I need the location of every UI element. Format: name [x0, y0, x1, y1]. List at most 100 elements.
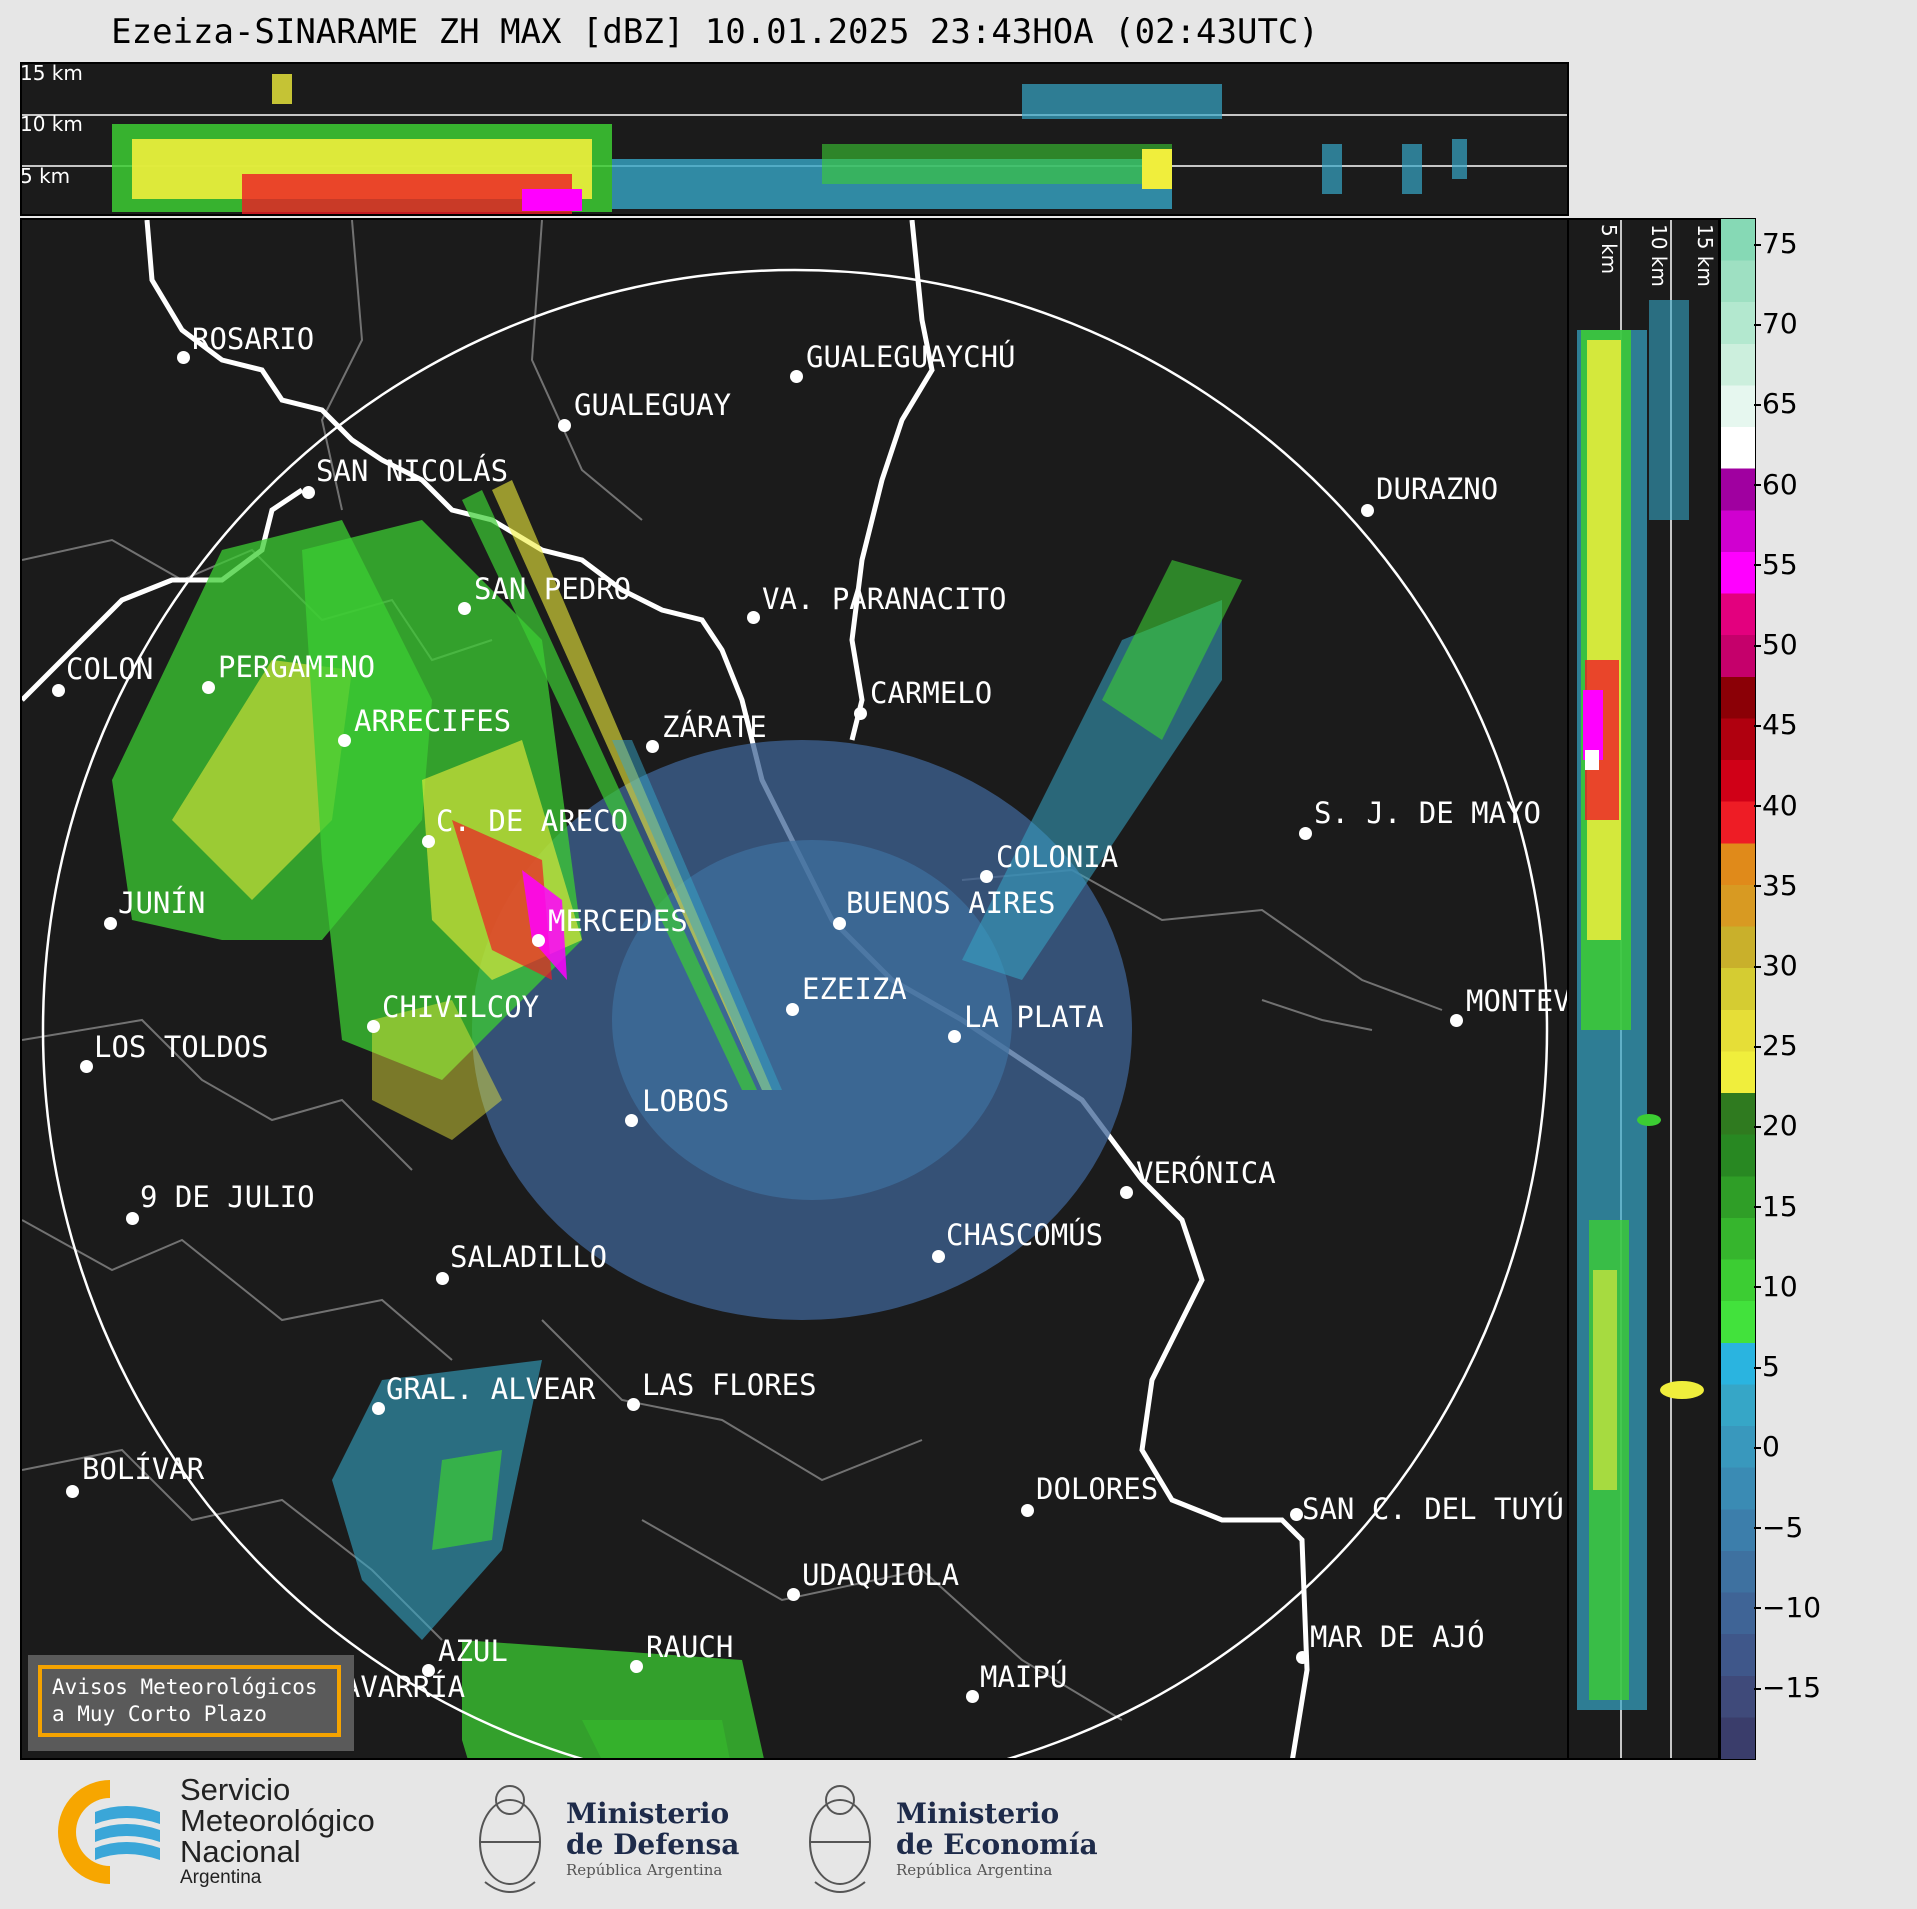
city-gral-alvear: GRAL. ALVEAR [386, 1372, 596, 1406]
defensa-line-1: Ministerio [566, 1797, 730, 1830]
city-chivilcoy: CHIVILCOY [382, 990, 540, 1024]
city-montev: MONTEV [1466, 984, 1569, 1018]
colorbar-tick-label: 55 [1754, 547, 1798, 581]
defensa-line-2: de Defensa [566, 1828, 740, 1861]
colorbar-tick-label: 0 [1754, 1430, 1780, 1464]
city-dot-rauch [630, 1660, 643, 1673]
colorbar-tick-label: 25 [1754, 1029, 1798, 1063]
top-height-label-10: 10 km [20, 112, 83, 136]
defensa-line-3: República Argentina [566, 1861, 723, 1879]
city-maipu: MAIPÚ [980, 1660, 1068, 1694]
side-height-profile: 5 km 10 km 15 km [1569, 218, 1720, 1760]
city-dot-chascomus [932, 1250, 945, 1263]
city-lobos: LOBOS [642, 1084, 730, 1118]
logos-graphic [58, 1780, 871, 1893]
city-gualeguay: GUALEGUAY [574, 388, 732, 422]
economia-line-2: de Economía [896, 1828, 1098, 1861]
city-los-toldos: LOS TOLDOS [94, 1030, 269, 1064]
city-ezeiza: EZEIZA [802, 972, 907, 1006]
city-dot-chivilcoy [367, 1020, 380, 1033]
city-dolores: DOLORES [1036, 1472, 1159, 1506]
economia-coat-of-arms-icon [809, 1785, 871, 1893]
city-junin: JUNÍN [118, 886, 206, 920]
city-dot-bolivar [66, 1485, 79, 1498]
colorbar-tick-label: 20 [1754, 1109, 1798, 1143]
city-dot-azul [422, 1664, 435, 1677]
city-dot-mercedes [532, 934, 545, 947]
city-veronica: VERÓNICA [1136, 1156, 1276, 1190]
top-height-label-5: 5 km [20, 164, 71, 188]
city-dot-buenos-aires [833, 917, 846, 930]
city-dot-gral-alvear [372, 1402, 385, 1415]
city-san-c-del-tuyu: SAN C. DEL TUYÚ [1302, 1492, 1564, 1526]
dbz-colorbar [1720, 218, 1756, 1760]
chart-title: Ezeiza-SINARAME ZH MAX [dBZ] 10.01.2025 … [111, 12, 1319, 52]
city-zarate: ZÁRATE [662, 710, 767, 744]
city-dot-9-de-julio [126, 1212, 139, 1225]
city-dot-gualeguay [558, 419, 571, 432]
city-dot-gualeguaychu [790, 370, 803, 383]
colorbar-tick-label: 45 [1754, 708, 1798, 742]
side-height-label-15: 15 km [1693, 224, 1717, 287]
city-udaquiola: UDAQUIOLA [802, 1558, 960, 1592]
top-profile-graphic [22, 74, 1567, 214]
defensa-coat-of-arms-icon [479, 1785, 541, 1893]
city-chascomus: CHASCOMÚS [946, 1218, 1104, 1252]
colorbar-tick-label: −5 [1753, 1510, 1804, 1544]
city-mar-de-ajo: MAR DE AJÓ [1310, 1620, 1485, 1654]
economia-line-1: Ministerio [896, 1797, 1060, 1830]
colorbar-tick-label: −15 [1753, 1671, 1822, 1704]
radar-map: ROSARIO GUALEGUAYCHÚ GUALEGUAY SAN NICOL… [20, 218, 1569, 1760]
colorbar-tick-label: 30 [1754, 949, 1798, 982]
city-mercedes: MERCEDES [548, 904, 688, 938]
city-san-pedro: SAN PEDRO [474, 572, 632, 606]
colorbar-tick-label: 65 [1754, 387, 1798, 421]
city-rosario: ROSARIO [192, 322, 315, 356]
colorbar-tick-label: 60 [1754, 467, 1798, 501]
city-pergamino: PERGAMINO [218, 650, 376, 684]
smn-line-3: Nacional [180, 1834, 301, 1869]
city-9-de-julio: 9 DE JULIO [140, 1180, 315, 1214]
city-dot-va-paranacito [747, 611, 760, 624]
avisos-line-1: Avisos Meteorológicos [52, 1675, 318, 1699]
city-dot-rosario [177, 351, 190, 364]
economia-logo-text: Ministerio de Economía República Argenti… [896, 1798, 1098, 1880]
city-dot-colonia [980, 870, 993, 883]
smn-logo-icon [58, 1780, 170, 1884]
city-dot-pergamino [202, 681, 215, 694]
city-dot-c-de-areco [422, 835, 435, 848]
city-dot-lobos [625, 1114, 638, 1127]
avisos-line-2: a Muy Corto Plazo [52, 1702, 267, 1726]
colorbar-tick-label: 15 [1754, 1189, 1798, 1223]
avisos-box[interactable]: Avisos Meteorológicos a Muy Corto Plazo [38, 1665, 341, 1737]
city-arrecifes: ARRECIFES [354, 704, 512, 738]
city-dot-san-nicolas [302, 486, 315, 499]
city-s-j-de-mayo: S. J. DE MAYO [1314, 796, 1541, 830]
colorbar-tick-label: 40 [1754, 788, 1798, 822]
smn-logo-text: Servicio Meteorológico Nacional Argentin… [180, 1774, 375, 1889]
side-profile-graphic [1577, 220, 1704, 1758]
city-dot-arrecifes [338, 734, 351, 747]
city-bolivar: BOLÍVAR [82, 1452, 205, 1486]
city-dot-san-pedro [458, 602, 471, 615]
city-las-flores: LAS FLORES [642, 1368, 817, 1402]
city-dot-san-c-del-tuyu [1290, 1508, 1303, 1521]
colorbar-tick-label: 50 [1754, 628, 1798, 662]
smn-line-4: Argentina [180, 1867, 262, 1888]
city-dot-udaquiola [787, 1588, 800, 1601]
colorbar-tick-label: −10 [1753, 1590, 1822, 1624]
top-height-profile: 15 km 10 km 5 km [20, 62, 1569, 216]
city-san-nicolas: SAN NICOLÁS [316, 454, 509, 488]
defensa-logo-text: Ministerio de Defensa República Argentin… [566, 1798, 739, 1880]
city-dot-zarate [646, 740, 659, 753]
city-va-paranacito: VA. PARANACITO [762, 582, 1007, 616]
city-dot-saladillo [436, 1272, 449, 1285]
city-dot-dolores [1021, 1504, 1034, 1517]
city-dot-s-j-de-mayo [1299, 827, 1312, 840]
top-height-label-15: 15 km [20, 62, 83, 85]
side-height-label-10: 10 km [1647, 224, 1671, 287]
smn-line-2: Meteorológico [180, 1803, 375, 1838]
side-height-label-5: 5 km [1597, 224, 1621, 275]
city-dot-las-flores [627, 1398, 640, 1411]
city-dot-durazno [1361, 504, 1374, 517]
